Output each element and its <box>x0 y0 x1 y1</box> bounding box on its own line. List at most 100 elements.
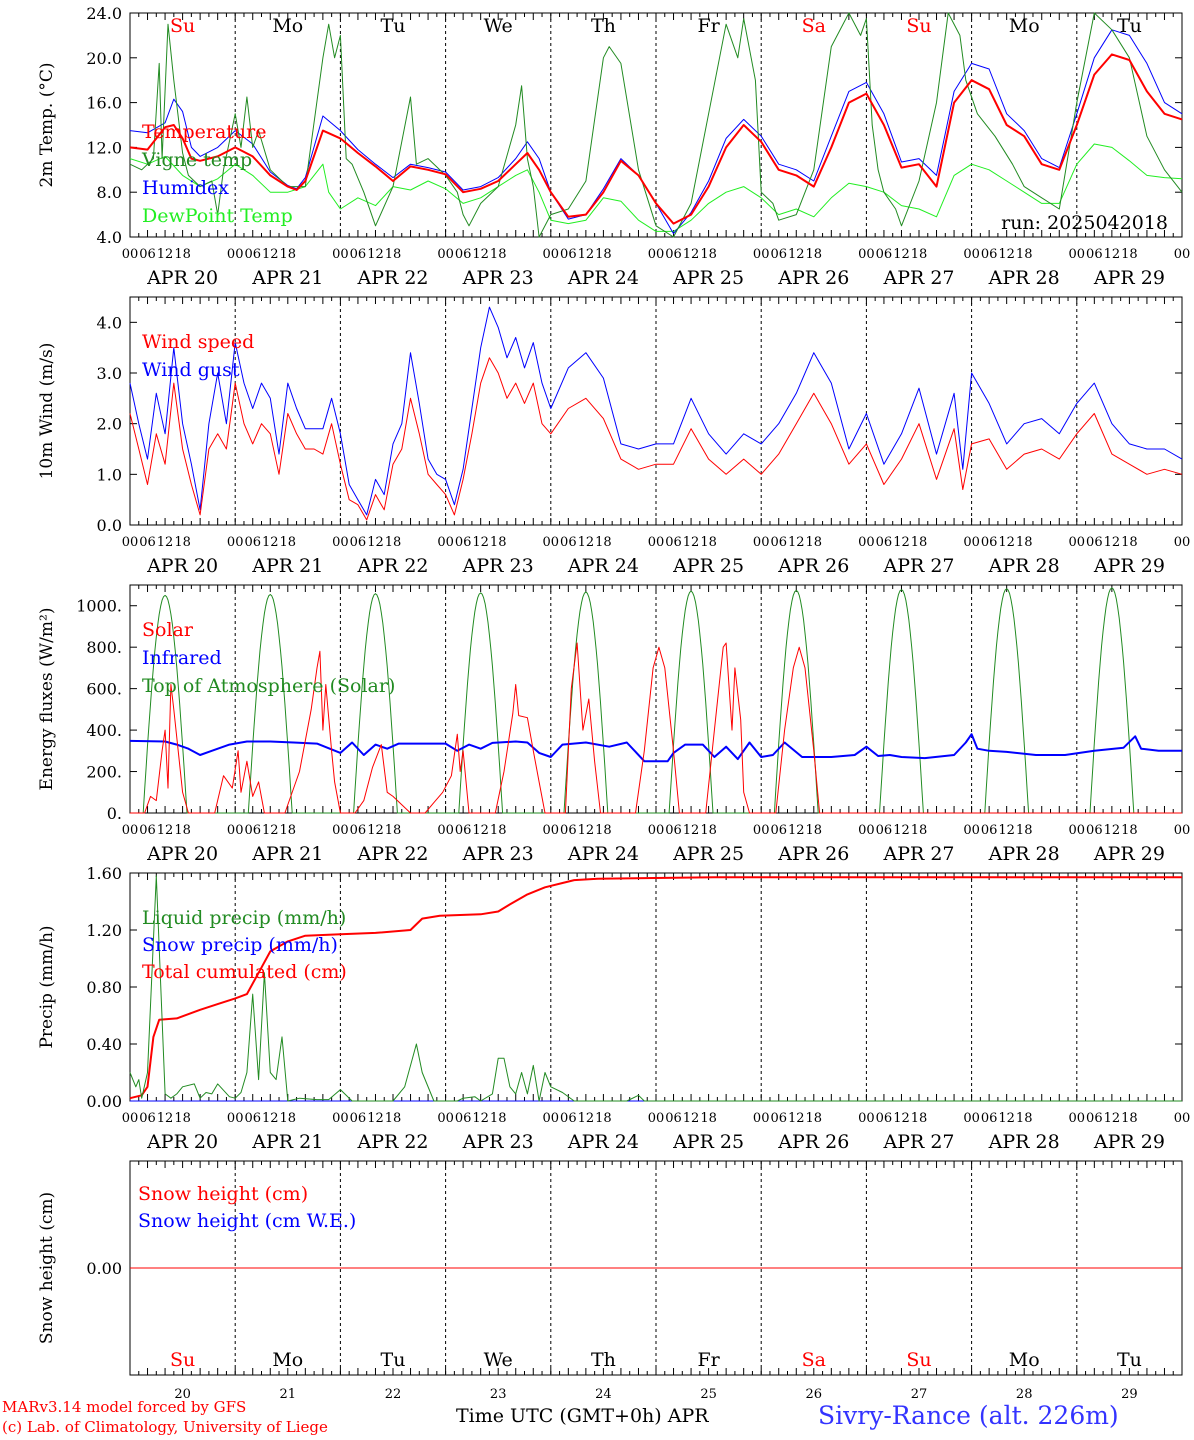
hour-tick-label: 06 <box>1086 1111 1103 1126</box>
hour-tick-label: 00 <box>648 823 665 838</box>
day-name-label: Sa <box>802 15 826 37</box>
date-label: APR 26 <box>777 267 849 289</box>
hour-tick-label: 12 <box>788 1111 805 1126</box>
date-label: APR 24 <box>567 555 639 577</box>
hour-tick-label: 06 <box>244 823 261 838</box>
date-label: APR 27 <box>882 267 954 289</box>
day-name-label: Su <box>906 15 931 37</box>
hour-tick-label: 18 <box>174 535 191 550</box>
hour-tick-label: 06 <box>455 535 472 550</box>
hour-tick-label: 18 <box>595 247 612 262</box>
y-axis-label: Precip (mm/h) <box>37 925 57 1048</box>
hour-tick-label: 12 <box>262 535 279 550</box>
day-name-label: Tu <box>381 1349 406 1371</box>
hour-tick-label: 18 <box>595 823 612 838</box>
hour-tick-label: 18 <box>911 823 928 838</box>
hour-tick-label: 12 <box>262 247 279 262</box>
hour-tick-label: 00 <box>963 823 980 838</box>
legend-entry: Vigne temp <box>141 149 252 171</box>
hour-tick-label: 18 <box>1016 247 1033 262</box>
legend-entry: Wind gust <box>142 359 240 381</box>
day-name-label: Mo <box>272 15 303 37</box>
hour-tick-label: 06 <box>1086 535 1103 550</box>
legend-entry: Liquid precip (mm/h) <box>142 907 346 929</box>
date-label: APR 20 <box>146 267 218 289</box>
legend-entry: Snow height (cm W.E.) <box>138 1210 356 1232</box>
legend-entry: DewPoint Temp <box>142 205 293 227</box>
date-label: APR 29 <box>1093 1131 1165 1153</box>
hour-tick-label: 06 <box>244 247 261 262</box>
hour-tick-label: 00 <box>227 535 244 550</box>
hour-tick-label: 12 <box>998 1111 1015 1126</box>
series-line-solar <box>130 642 1182 814</box>
y-axis-label: 10m Wind (m/s) <box>37 343 57 480</box>
hour-tick-label: 00 <box>858 535 875 550</box>
credit-line-2: (c) Lab. of Climatology, University of L… <box>2 1418 328 1436</box>
date-label: APR 28 <box>988 555 1060 577</box>
date-label: APR 21 <box>251 267 323 289</box>
hour-tick-label: 06 <box>139 247 156 262</box>
hour-tick-label: 12 <box>1104 823 1121 838</box>
hour-tick-label: 00 <box>858 823 875 838</box>
date-label: APR 22 <box>356 843 428 865</box>
series-line-infrared <box>129 733 1182 763</box>
date-label: APR 24 <box>567 843 639 865</box>
hour-tick-label: 00 <box>227 1111 244 1126</box>
hour-tick-label: 18 <box>280 247 297 262</box>
date-label: APR 24 <box>567 267 639 289</box>
hour-tick-label: 00 <box>648 1111 665 1126</box>
hour-tick-label: 00 <box>753 1111 770 1126</box>
hour-tick-label: 12 <box>578 535 595 550</box>
y-tick-label: 2.0 <box>97 415 122 434</box>
date-label: APR 20 <box>146 1131 218 1153</box>
day-number-label: 21 <box>280 1387 297 1402</box>
day-number-label: 26 <box>806 1387 823 1402</box>
hour-tick-label: 00 <box>1174 1111 1191 1126</box>
y-tick-label: 1000. <box>76 597 122 616</box>
legend-entry: Top of Atmosphere (Solar) <box>142 675 395 697</box>
series-line-dewpoint-temp <box>129 143 1183 232</box>
day-name-label: We <box>484 15 513 37</box>
hour-tick-label: 00 <box>753 247 770 262</box>
day-name-label: Sa <box>802 1349 826 1371</box>
hour-tick-label: 00 <box>1174 823 1191 838</box>
hour-tick-label: 12 <box>262 823 279 838</box>
hour-tick-label: 06 <box>770 1111 787 1126</box>
hour-tick-label: 18 <box>174 823 191 838</box>
hour-tick-label: 18 <box>385 823 402 838</box>
date-label: APR 28 <box>988 1131 1060 1153</box>
hour-tick-label: 18 <box>174 247 191 262</box>
hour-tick-label: 00 <box>332 823 349 838</box>
y-tick-label: 4.0 <box>97 313 122 332</box>
hour-tick-label: 06 <box>665 535 682 550</box>
hour-tick-label: 18 <box>806 247 823 262</box>
date-label: APR 21 <box>251 1131 323 1153</box>
day-name-label: Su <box>906 1349 931 1371</box>
hour-tick-label: 18 <box>490 535 507 550</box>
x-axis-title: Time UTC (GMT+0h) APR <box>456 1405 709 1427</box>
hour-tick-label: 12 <box>788 823 805 838</box>
day-name-label: Mo <box>1009 15 1040 37</box>
date-label: APR 25 <box>672 843 744 865</box>
hour-tick-label: 18 <box>385 1111 402 1126</box>
day-number-label: 23 <box>490 1387 507 1402</box>
day-number-label: 20 <box>174 1387 191 1402</box>
hour-tick-label: 12 <box>578 1111 595 1126</box>
legend-entry: Total cumulated (cm) <box>142 961 347 983</box>
date-label: APR 29 <box>1093 555 1165 577</box>
hour-tick-label: 18 <box>280 1111 297 1126</box>
hour-tick-label: 12 <box>893 823 910 838</box>
hour-tick-label: 12 <box>367 823 384 838</box>
hour-tick-label: 06 <box>139 823 156 838</box>
hour-tick-label: 12 <box>683 535 700 550</box>
legend-entry: Infrared <box>142 647 222 669</box>
hour-tick-label: 06 <box>981 1111 998 1126</box>
series-line-liquid-precip-mm-h <box>129 875 1182 1102</box>
hour-tick-label: 00 <box>963 535 980 550</box>
hour-tick-label: 00 <box>543 823 560 838</box>
hour-tick-label: 18 <box>280 535 297 550</box>
hour-tick-label: 00 <box>437 535 454 550</box>
hour-tick-label: 12 <box>1104 535 1121 550</box>
date-label: APR 23 <box>462 843 534 865</box>
day-number-label: 22 <box>385 1387 402 1402</box>
